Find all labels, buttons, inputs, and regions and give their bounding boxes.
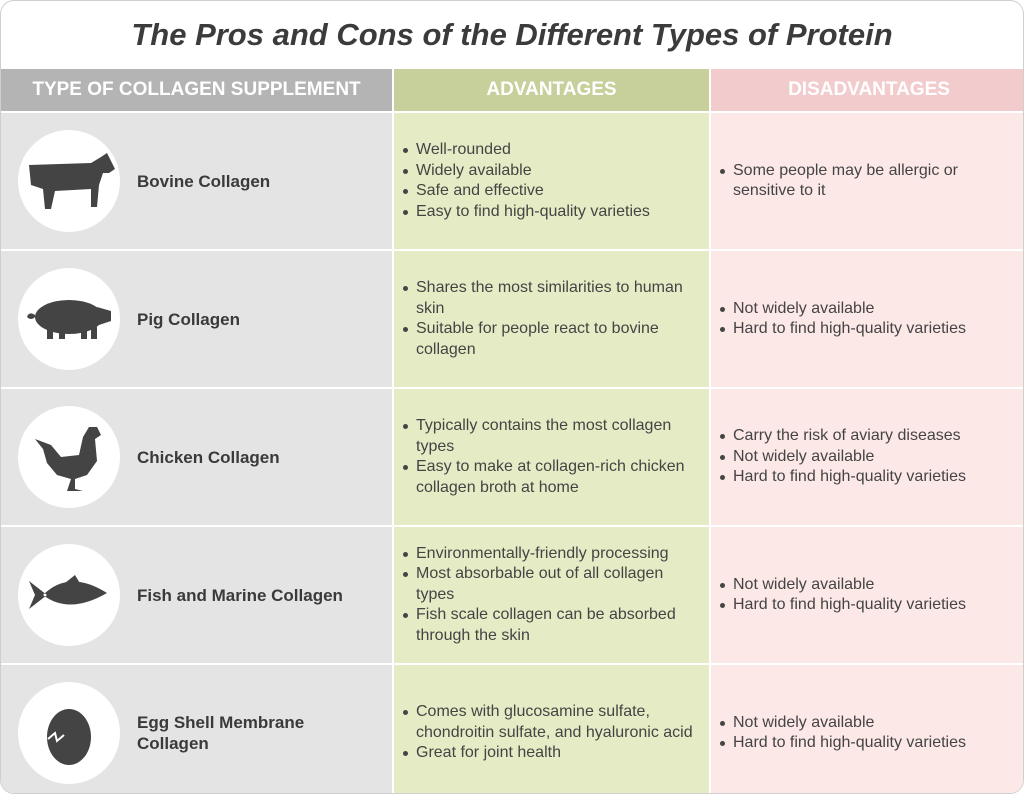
disadvantages-cell: Not widely available Hard to find high-q… bbox=[711, 251, 1023, 387]
type-name: Pig Collagen bbox=[137, 309, 240, 329]
pig-icon bbox=[18, 268, 120, 370]
disadvantages-list: Some people may be allergic or sensitive… bbox=[711, 161, 1023, 202]
advantages-list: Environmentally-friendly processing Most… bbox=[394, 544, 709, 647]
advantages-list: Well-rounded Widely available Safe and e… bbox=[394, 140, 658, 222]
disadvantage: Hard to find high-quality varieties bbox=[719, 467, 966, 488]
header-cell: DISADVANTAGES bbox=[711, 69, 1023, 111]
disadvantages-cell: Some people may be allergic or sensitive… bbox=[711, 113, 1023, 249]
disadvantage: Hard to find high-quality varieties bbox=[719, 733, 966, 754]
advantage: Fish scale collagen can be absorbed thro… bbox=[403, 605, 701, 646]
egg-icon bbox=[18, 682, 120, 784]
type-cell: Pig Collagen bbox=[1, 251, 392, 387]
disadvantage: Not widely available bbox=[719, 299, 966, 320]
table: TYPE OF COLLAGEN SUPPLEMENT ADVANTAGES D… bbox=[1, 69, 1023, 793]
disadvantages-list: Carry the risk of aviary diseases Not wi… bbox=[711, 426, 974, 488]
advantage: Easy to find high-quality varieties bbox=[403, 202, 650, 223]
advantage: Suitable for people react to bovine coll… bbox=[403, 319, 701, 360]
disadvantage: Not widely available bbox=[719, 713, 966, 734]
title: The Pros and Cons of the Different Types… bbox=[131, 17, 893, 52]
advantages-cell: Well-rounded Widely available Safe and e… bbox=[394, 113, 709, 249]
advantage: Comes with glucosamine sulfate, chondroi… bbox=[403, 702, 701, 743]
advantage: Easy to make at collagen-rich chicken co… bbox=[403, 457, 701, 498]
disadvantage: Carry the risk of aviary diseases bbox=[719, 426, 966, 447]
disadvantage: Hard to find high-quality varieties bbox=[719, 319, 966, 340]
header-cell: ADVANTAGES bbox=[394, 69, 709, 111]
disadvantages-cell: Not widely available Hard to find high-q… bbox=[711, 665, 1023, 793]
disadvantage: Not widely available bbox=[719, 575, 966, 596]
advantages-cell: Comes with glucosamine sulfate, chondroi… bbox=[394, 665, 709, 793]
advantages-list: Shares the most similarities to human sk… bbox=[394, 278, 709, 360]
fish-icon bbox=[18, 544, 120, 646]
disadvantage: Hard to find high-quality varieties bbox=[719, 595, 966, 616]
advantage: Widely available bbox=[403, 161, 650, 182]
header-cell: TYPE OF COLLAGEN SUPPLEMENT bbox=[1, 69, 392, 111]
advantage: Most absorbable out of all collagen type… bbox=[403, 564, 701, 605]
disadvantage: Not widely available bbox=[719, 447, 966, 468]
advantages-cell: Typically contains the most collagen typ… bbox=[394, 389, 709, 525]
advantages-cell: Shares the most similarities to human sk… bbox=[394, 251, 709, 387]
advantages-cell: Environmentally-friendly processing Most… bbox=[394, 527, 709, 663]
advantage: Safe and effective bbox=[403, 181, 650, 202]
disadvantages-list: Not widely available Hard to find high-q… bbox=[711, 575, 974, 616]
advantage: Typically contains the most collagen typ… bbox=[403, 416, 701, 457]
advantages-list: Comes with glucosamine sulfate, chondroi… bbox=[394, 702, 709, 764]
disadvantages-list: Not widely available Hard to find high-q… bbox=[711, 713, 974, 754]
type-cell: Egg Shell Membrane Collagen bbox=[1, 665, 392, 793]
type-name: Chicken Collagen bbox=[137, 447, 280, 467]
type-cell: Fish and Marine Collagen bbox=[1, 527, 392, 663]
type-cell: Bovine Collagen bbox=[1, 113, 392, 249]
disadvantages-list: Not widely available Hard to find high-q… bbox=[711, 299, 974, 340]
type-name: Egg Shell Membrane Collagen bbox=[137, 713, 305, 753]
advantage: Great for joint health bbox=[403, 743, 701, 764]
chicken-icon bbox=[18, 406, 120, 508]
disadvantages-cell: Carry the risk of aviary diseases Not wi… bbox=[711, 389, 1023, 525]
advantage: Well-rounded bbox=[403, 140, 650, 161]
type-cell: Chicken Collagen bbox=[1, 389, 392, 525]
type-name: Bovine Collagen bbox=[137, 171, 271, 191]
advantage: Environmentally-friendly processing bbox=[403, 544, 701, 565]
disadvantage: Some people may be allergic or sensitive… bbox=[720, 161, 1019, 202]
type-name: Fish and Marine Collagen bbox=[137, 585, 343, 605]
advantage: Shares the most similarities to human sk… bbox=[403, 278, 701, 319]
advantages-list: Typically contains the most collagen typ… bbox=[394, 416, 709, 498]
disadvantages-cell: Not widely available Hard to find high-q… bbox=[711, 527, 1023, 663]
cow-icon bbox=[18, 130, 120, 232]
